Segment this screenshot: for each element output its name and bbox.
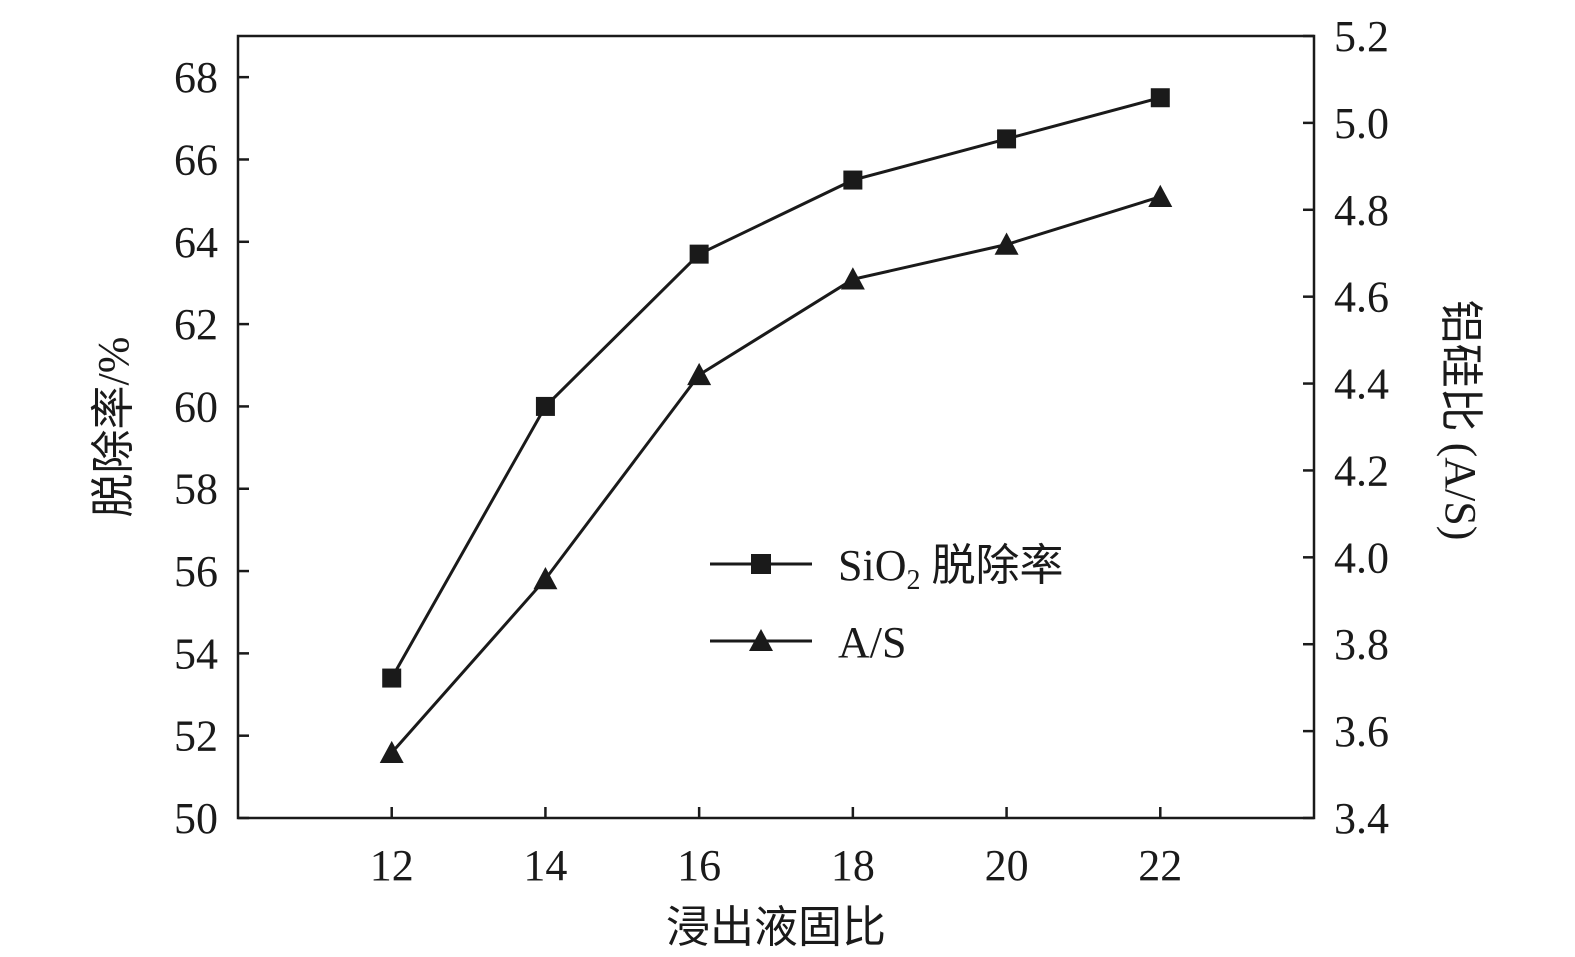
y-right-tick-label: 4.6	[1334, 273, 1389, 322]
y-left-tick-label: 62	[174, 300, 218, 349]
plot-frame	[236, 34, 1316, 820]
y-right-tick-label: 4.2	[1334, 446, 1389, 495]
legend-label-as: A/S	[838, 618, 906, 667]
y-left-tick-label: 68	[174, 53, 218, 102]
data-point-triangle	[1148, 184, 1173, 207]
x-tick-label: 20	[985, 841, 1029, 890]
data-point-square	[1150, 88, 1170, 108]
y-left-tick-label: 60	[174, 382, 218, 431]
data-point-triangle	[994, 232, 1019, 255]
series-line-sio2	[390, 96, 1161, 679]
y-right-tick-label: 3.6	[1334, 707, 1389, 756]
legend: SiO2 脱除率 A/S	[710, 541, 1063, 667]
data-point-triangle	[379, 740, 404, 764]
x-tick-label: 14	[523, 841, 567, 890]
y-axis-right: 3.4 3.6 3.8 4.0 4.2 4.4 4.6 4.8 5.0 5.2	[1303, 12, 1389, 843]
y-left-tick-label: 50	[174, 794, 218, 843]
data-point-square	[997, 129, 1017, 149]
data-point-square	[382, 668, 402, 688]
legend-label-sio2-rest: 脱除率	[920, 541, 1063, 590]
y-right-tick-label: 4.4	[1334, 360, 1389, 409]
x-axis: 12 14 16 18 20 22	[370, 807, 1182, 890]
data-point-square	[843, 170, 863, 190]
legend-label-sio2: SiO2 脱除率	[838, 541, 1063, 596]
y-right-tick-label: 5.2	[1334, 12, 1389, 61]
legend-label-sio2-main: SiO	[838, 541, 906, 590]
legend-item-as: A/S	[710, 618, 906, 667]
x-tick-label: 12	[370, 841, 414, 890]
data-point-square	[535, 396, 555, 416]
legend-triangle-marker-icon	[749, 629, 773, 651]
y-left-tick-label: 66	[174, 135, 218, 184]
series-line-as	[390, 195, 1161, 754]
x-tick-label: 16	[677, 841, 721, 890]
y-left-tick-label: 54	[174, 629, 218, 678]
y-right-tick-label: 3.4	[1334, 794, 1389, 843]
data-point-triangle	[533, 567, 558, 590]
data-point-triangle	[840, 267, 865, 290]
x-tick-label: 18	[831, 841, 875, 890]
y-axis-right-label: 铝硅比 (A/S)	[1436, 300, 1485, 541]
y-left-tick-label: 52	[174, 712, 218, 761]
y-axis-left-label: 脱除率/%	[89, 337, 138, 518]
y-right-tick-label: 4.8	[1334, 186, 1389, 235]
y-right-tick-label: 4.0	[1334, 533, 1389, 582]
data-point-triangle	[687, 362, 712, 386]
legend-label-sio2-sub: 2	[906, 565, 920, 596]
x-tick-label: 22	[1138, 841, 1182, 890]
y-left-tick-label: 58	[174, 465, 218, 514]
y-left-tick-label: 56	[174, 547, 218, 596]
x-axis-label: 浸出液固比	[666, 903, 886, 952]
legend-item-sio2: SiO2 脱除率	[710, 541, 1063, 596]
legend-square-marker-icon	[751, 554, 771, 574]
y-axis-left: 50 52 54 56 58 60 62 64 66 68	[174, 53, 249, 843]
y-left-tick-label: 64	[174, 218, 218, 267]
y-right-tick-label: 5.0	[1334, 99, 1389, 148]
data-point-square	[689, 244, 709, 264]
y-right-tick-label: 3.8	[1334, 620, 1389, 669]
series-layer	[379, 88, 1173, 764]
